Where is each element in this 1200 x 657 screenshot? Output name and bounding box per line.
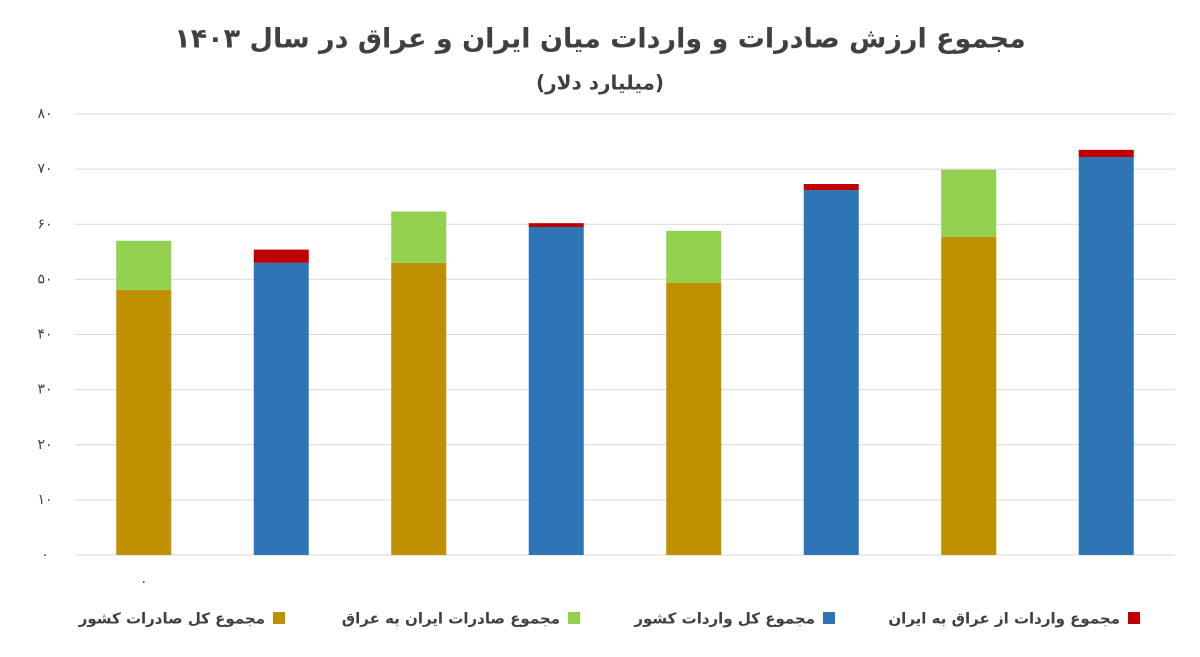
legend-label: مجموع صادرات ایران به عراق — [342, 610, 560, 628]
y-tick-label: ۴۰ — [37, 327, 52, 343]
chart-subtitle: (میلیارد دلار) — [536, 71, 664, 95]
y-tick-label: ۸۰ — [37, 106, 52, 122]
y-tick-label: ۲۰ — [37, 437, 52, 453]
bar — [941, 236, 997, 555]
chart-title: مجموع ارزش صادرات و واردات میان ایران و … — [174, 24, 1026, 55]
y-tick-label: ۰ — [41, 547, 49, 563]
bar — [116, 289, 172, 555]
legend-swatch — [1128, 612, 1140, 624]
bar — [528, 227, 584, 555]
bar — [253, 249, 309, 263]
legend-label: مجموع کل صادرات کشور — [78, 610, 265, 628]
bar — [116, 240, 172, 290]
y-tick-label: ۷۰ — [37, 161, 52, 177]
bar — [1078, 156, 1134, 555]
y-tick-label: ۱۰ — [37, 492, 52, 508]
legend-label: مجموع واردات از عراق به ایران — [888, 610, 1120, 628]
legend-swatch — [568, 612, 580, 624]
y-tick-label: ۶۰ — [37, 216, 52, 232]
legend-swatch — [823, 612, 835, 624]
bar — [666, 230, 722, 283]
bar — [941, 169, 997, 237]
y-tick-label: ۳۰ — [37, 382, 52, 398]
bar — [666, 282, 722, 555]
bar — [391, 262, 447, 555]
bar — [253, 262, 309, 555]
bar — [803, 190, 859, 555]
x-tick-label: ۰ — [140, 574, 148, 590]
legend-swatch — [273, 612, 285, 624]
bar — [1078, 149, 1134, 157]
bar — [528, 223, 584, 228]
bar — [803, 184, 859, 191]
y-tick-label: ۵۰ — [37, 271, 52, 287]
bar — [391, 211, 447, 263]
legend-label: مجموع کل واردات کشور — [633, 610, 815, 628]
